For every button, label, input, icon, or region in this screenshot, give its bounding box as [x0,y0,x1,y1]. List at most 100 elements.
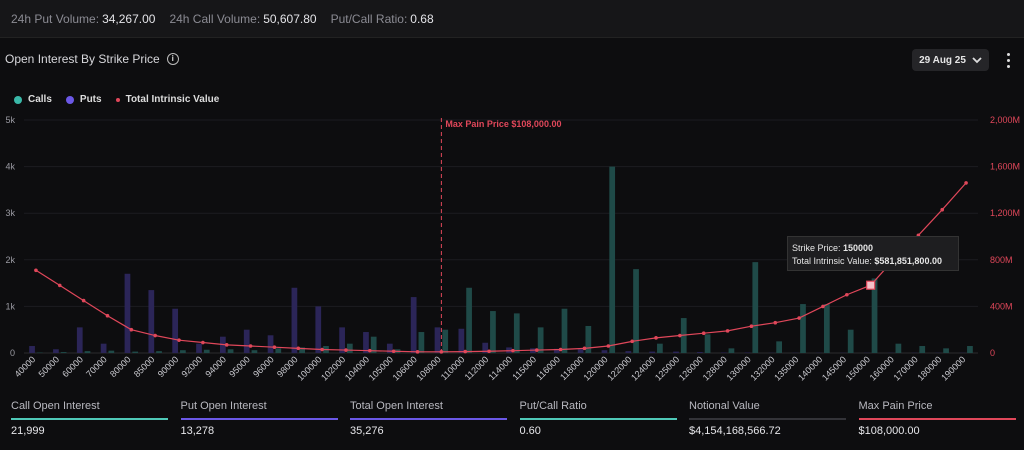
x-tick-label: 116000 [534,354,562,382]
summary-stat: Put/Call Ratio 0.60 [519,393,677,450]
intrinsic-value-point [177,338,181,342]
x-tick-label: 104000 [343,354,371,382]
y-tick-label: 3k [5,208,15,218]
expiry-date-select[interactable]: 29 Aug 25 [912,49,989,71]
open-interest-chart: 0 1k 2k 3k 4k 5k 0 400M 800M 1,200M 1,600M 2,000M Ma… [5,115,1020,383]
put-bar [29,346,35,353]
call-bar [800,304,806,353]
chart-header: Open Interest By Strike Price i 29 Aug 2… [0,44,1024,76]
x-tick-label: 85000 [132,354,157,379]
x-tick-label: 96000 [251,354,276,379]
x-tick-label: 130000 [725,354,753,382]
y-right-tick-label: 2,000M [990,115,1020,125]
call-bar [728,348,735,353]
intrinsic-value-point [630,339,634,344]
call-bar [704,334,711,353]
put-bar [315,306,322,353]
x-tick-label: 170000 [891,354,919,382]
x-tick-label: 118000 [558,354,586,382]
put-bar [386,343,393,353]
intrinsic-value-point [224,343,229,347]
summary-stat-value: $4,154,168,566.72 [689,425,781,437]
call-bar [537,327,544,353]
put-bar [410,297,417,353]
intrinsic-swatch [115,97,120,102]
intrinsic-value-point [57,283,62,288]
y-right-tick-label: 800M [990,255,1013,265]
stats-bar: 24h Put Volume: 34,267.00 24h Call Volume… [0,0,1024,38]
summary-stat-label: Call Open Interest [11,400,100,412]
x-tick-label: 106000 [391,354,419,382]
x-tick-label: 102000 [319,354,347,382]
intrinsic-value-point [606,344,611,348]
x-tick-label: 100000 [295,354,323,382]
tooltip-value-value: $581,851,800.00 [874,256,942,266]
intrinsic-value-point [701,331,706,335]
x-tick-label: 120000 [581,354,609,382]
more-options-icon[interactable] [1002,51,1014,69]
tooltip-value-label: Total Intrinsic Value: [792,256,872,266]
expiry-date-value: 29 Aug 25 [919,54,966,66]
call-bar [251,350,258,353]
summary-stat-underline [858,418,1016,420]
summary-stat-underline [519,418,677,420]
summary-stat-value: 35,276 [350,425,384,437]
summary-stat-label: Total Open Interest [350,400,443,412]
call-bar [823,304,830,353]
intrinsic-value-point [129,327,134,332]
intrinsic-value-point [773,320,778,325]
x-tick-label: 60000 [60,354,85,379]
summary-stat: Put Open Interest 13,278 [180,393,338,450]
call-bar [180,350,186,353]
legend-intrinsic-label: Total Intrinsic Value [125,94,220,105]
summary-stat: Notional Value $4,154,168,566.72 [689,393,846,450]
put-volume-value: 34,267.00 [102,11,156,26]
legend-calls[interactable]: Calls [14,94,52,105]
call-bar [609,166,616,353]
x-tick-label: 180000 [915,354,943,382]
chart-title-wrap: Open Interest By Strike Price i [5,52,179,66]
put-bar [124,273,131,353]
put-bar [482,342,489,353]
intrinsic-value-point [81,298,86,303]
call-bar [895,343,902,353]
intrinsic-value-point [463,349,468,354]
x-tick-label: 92000 [180,354,205,379]
intrinsic-value-point [439,350,444,354]
summary-stat-underline [350,418,507,420]
intrinsic-value-point [511,348,515,353]
intrinsic-value-point [582,346,587,351]
call-volume-stat: 24h Call Volume: 50,607.80 [169,12,316,26]
y-tick-label: 0 [10,348,15,358]
legend-puts-label: Puts [79,94,102,105]
intrinsic-value-point [296,346,301,351]
put-volume-stat: 24h Put Volume: 34,267.00 [11,12,155,26]
call-bar [871,278,878,353]
intrinsic-value-point [654,336,658,340]
intrinsic-value-point [105,313,110,318]
intrinsic-value-point [678,333,682,338]
legend-puts[interactable]: Puts [65,94,102,105]
summary-stat: Call Open Interest 21,999 [11,393,168,450]
x-tick-label: 50000 [36,354,61,379]
summary-stat-underline [689,418,846,420]
intrinsic-value-point [272,345,277,349]
intrinsic-value-point [415,350,420,354]
call-bar [513,313,520,353]
x-tick-label: 124000 [629,354,657,382]
info-icon[interactable]: i [166,53,179,65]
summary-stat-label: Put Open Interest [180,400,267,412]
intrinsic-value-point [558,347,563,352]
x-tick-label: 112000 [463,354,491,382]
call-volume-value: 50,607.80 [263,11,317,26]
x-tick-label: 125000 [653,354,681,382]
x-tick-label: 160000 [868,354,896,382]
call-bar [943,348,949,353]
tooltip-value: Total Intrinsic Value: $581,851,800.00 [792,255,958,268]
call-bar [299,347,305,353]
y-tick-label: 1k [5,301,15,311]
summary-stat-label: Put/Call Ratio [519,400,587,412]
put-bar [172,308,179,353]
legend-intrinsic[interactable]: Total Intrinsic Value [115,94,220,105]
put-call-ratio-value: 0.68 [410,11,434,26]
